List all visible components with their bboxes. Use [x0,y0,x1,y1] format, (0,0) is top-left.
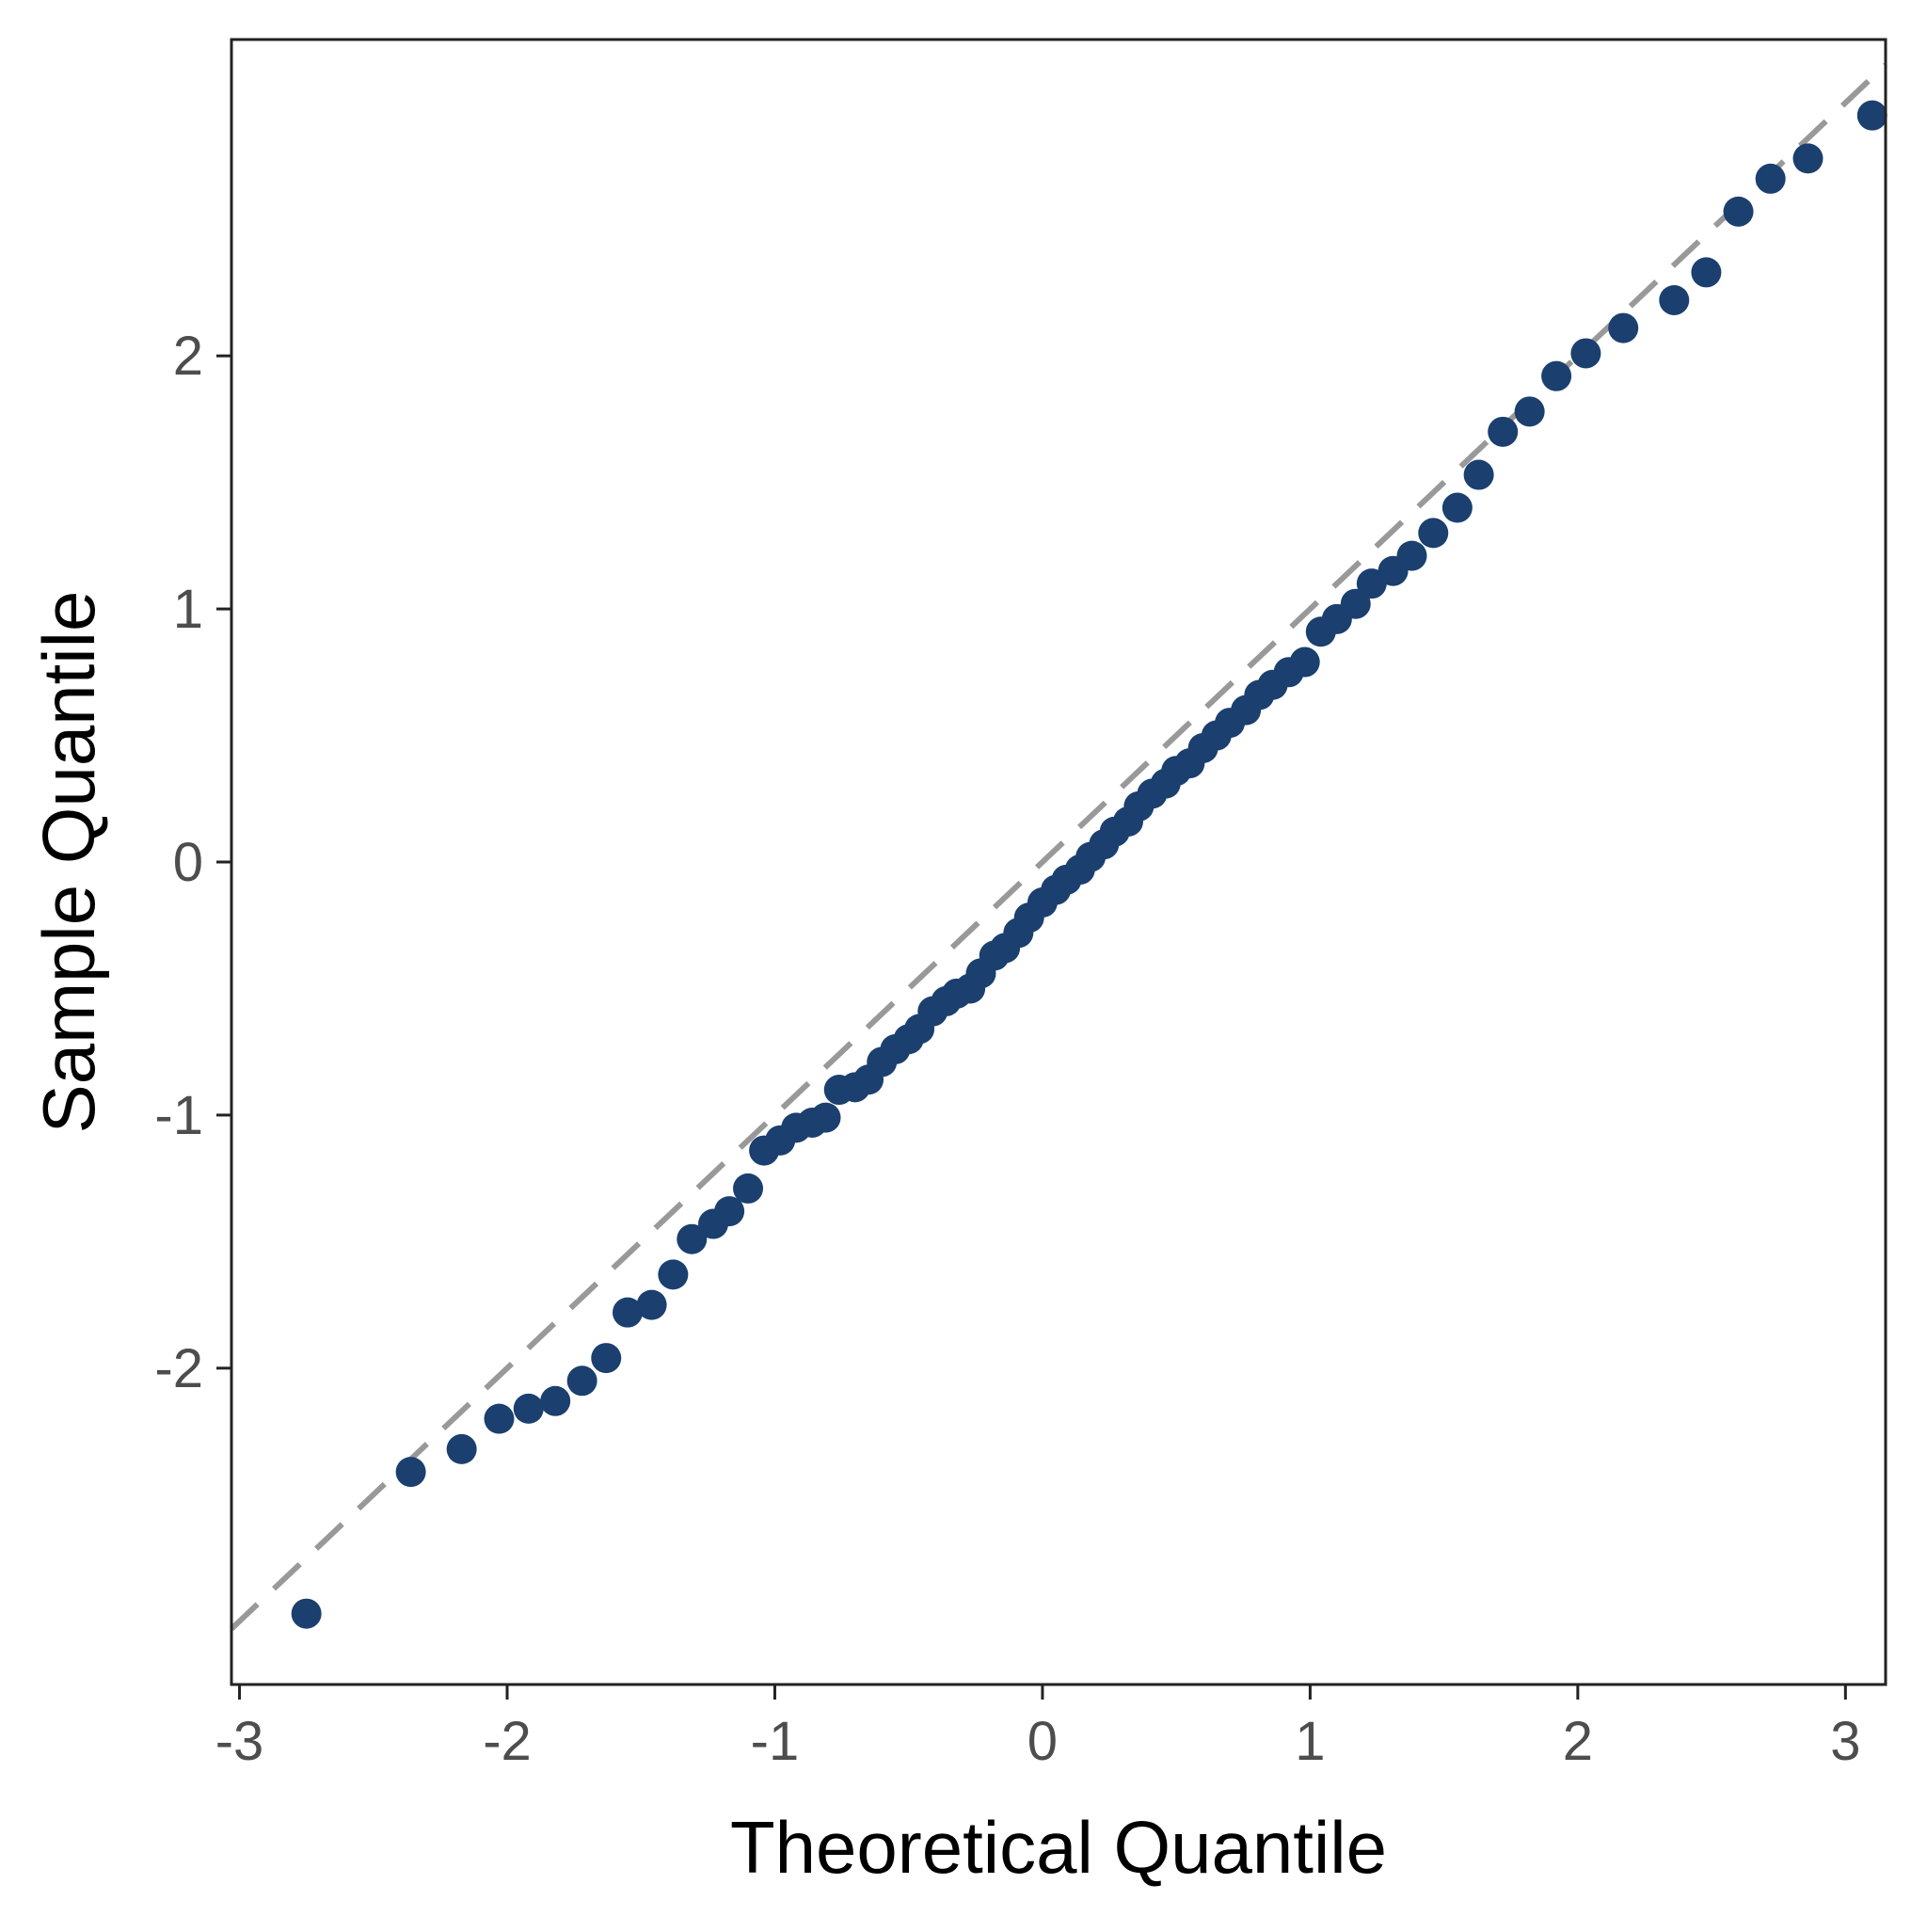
data-point [1418,518,1449,549]
plot-panel [231,40,1886,1685]
data-point [1792,143,1823,174]
data-point [658,1259,689,1290]
data-point [1755,163,1786,194]
x-tick-label: 0 [1027,1711,1058,1772]
x-axis-title: Theoretical Quantile [730,1806,1387,1889]
data-point [1340,588,1371,619]
data-point [1289,647,1320,678]
x-tick-label: -1 [751,1711,800,1772]
x-tick-label: 2 [1563,1711,1593,1772]
data-point [810,1102,841,1133]
data-point [513,1393,544,1424]
y-tick-label: -1 [154,1085,203,1146]
y-tick-label: 0 [173,832,203,893]
y-axis-title: Sample Quantile [27,591,110,1134]
data-point [636,1289,667,1320]
y-tick-label: 2 [173,326,203,387]
data-point [446,1433,477,1464]
data-point [1723,196,1754,227]
data-point [1441,492,1473,523]
y-tick-label: 1 [173,579,203,640]
data-point [1488,416,1519,447]
x-tick-label: 1 [1295,1711,1325,1772]
data-point [714,1196,745,1227]
x-tick-label: -2 [483,1711,532,1772]
data-point [1608,312,1639,343]
data-point [1856,100,1887,131]
data-point [1570,338,1601,369]
data-point [566,1365,597,1397]
data-point [1691,257,1722,288]
data-point [1463,459,1494,490]
data-point [395,1457,426,1488]
data-point [591,1343,622,1374]
data-point [1514,396,1545,427]
data-point [291,1598,322,1629]
data-point [677,1223,708,1254]
data-point [1541,360,1572,391]
data-point [733,1173,764,1204]
data-point [1396,540,1427,571]
data-point [484,1403,515,1434]
data-point [540,1385,571,1416]
y-tick-label: -2 [154,1338,203,1399]
x-tick-label: 3 [1830,1711,1860,1772]
data-point [1659,284,1690,315]
data-point [613,1297,644,1328]
x-tick-label: -3 [215,1711,264,1772]
